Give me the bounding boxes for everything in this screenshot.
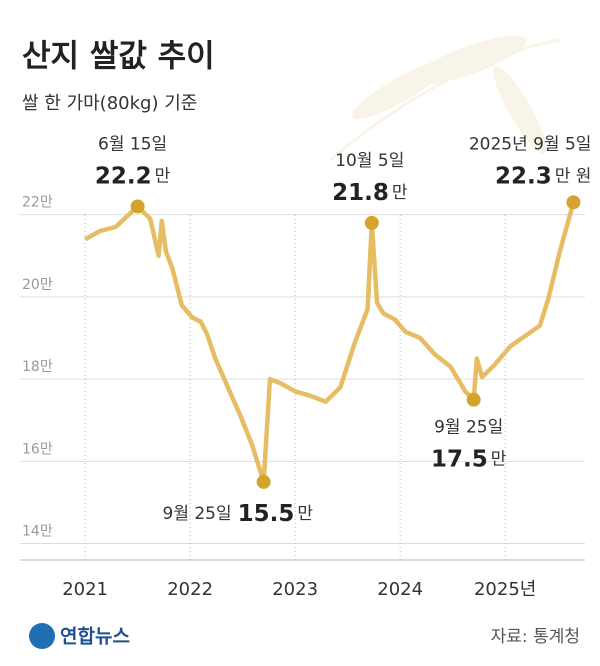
- logo-icon: [29, 623, 55, 649]
- annotation-date: 9월 25일: [163, 504, 232, 524]
- annotation-unit: 만: [155, 166, 171, 186]
- annotation-value: 15.5 만: [238, 500, 314, 526]
- annotation-value: 21.8 만: [332, 179, 408, 205]
- point-marker: [130, 199, 145, 214]
- annotation-number: 22.2: [95, 163, 152, 189]
- annotation-unit: 만: [297, 504, 313, 524]
- annotation-number: 15.5: [238, 500, 295, 526]
- logo: 연합뉴스: [60, 626, 130, 648]
- y-tick-label: 20만: [22, 277, 53, 293]
- y-tick-label: 14만: [22, 524, 53, 540]
- point-marker: [256, 474, 271, 489]
- chart-subtitle: 쌀 한 가마(80kg) 기준: [22, 93, 197, 114]
- annotation-unit: 만 원: [555, 166, 592, 186]
- annotation-unit: 만: [491, 450, 507, 470]
- x-tick-label: 2025년: [474, 579, 536, 600]
- y-tick-label: 22만: [22, 195, 53, 211]
- annotation-date: 2025년 9월 5일: [469, 134, 592, 154]
- y-tick-label: 16만: [22, 441, 53, 457]
- annotation-date: 6월 15일: [98, 134, 167, 154]
- x-tick-label: 2022: [167, 579, 213, 600]
- annotation-date: 9월 25일: [434, 418, 503, 438]
- x-tick-label: 2023: [272, 579, 318, 600]
- annotation-value: 22.3 만 원: [495, 163, 591, 189]
- annotation-number: 22.3: [495, 163, 552, 189]
- annotation-value: 17.5 만: [431, 446, 507, 472]
- annotation-value: 22.2 만: [95, 163, 171, 189]
- point-marker: [566, 195, 581, 210]
- rice-decoration: [329, 35, 561, 162]
- point-marker: [364, 215, 379, 230]
- x-tick-label: 2024: [377, 579, 423, 600]
- annotation-number: 17.5: [431, 446, 488, 472]
- annotation-number: 21.8: [332, 179, 389, 205]
- annotation-date: 10월 5일: [335, 151, 404, 171]
- annotation-unit: 만: [392, 183, 408, 203]
- chart-title: 산지 쌀값 추이: [22, 39, 215, 75]
- price-line: [84, 201, 576, 485]
- point-marker: [466, 392, 481, 407]
- x-tick-label: 2021: [62, 579, 108, 600]
- y-tick-label: 18만: [22, 359, 53, 375]
- plot: 14만 16만 18만 20만 22만 2021 2022 2023 2024 2025년 6월 1…: [20, 134, 591, 600]
- source: 자료: 통계청: [491, 627, 580, 647]
